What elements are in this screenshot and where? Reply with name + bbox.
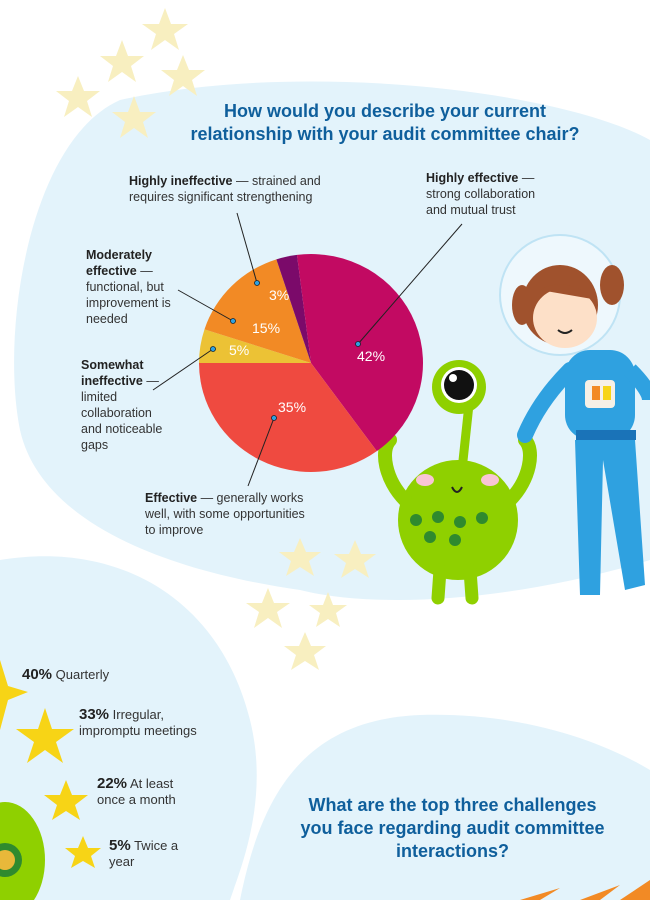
question-2-title: What are the top three challenges you fa… <box>300 795 605 861</box>
star-icon <box>65 836 101 868</box>
rocket-flame-icon <box>520 880 650 900</box>
star-icon <box>16 708 74 763</box>
planet-icon <box>0 802 45 900</box>
frequency-item: 33% Irregular, impromptu meetings <box>79 706 197 739</box>
alien-illustration <box>378 360 537 605</box>
frequency-item: 5% Twice a year <box>109 837 179 870</box>
star-icon <box>161 55 205 96</box>
star-icon <box>142 8 188 50</box>
star-icon <box>284 632 326 670</box>
star-icon <box>44 780 88 820</box>
label-effective: Effective — generally works well, with s… <box>145 491 305 537</box>
pale-stars <box>56 8 376 670</box>
star-icon <box>309 592 347 627</box>
star-icon <box>100 40 144 82</box>
star-icon <box>246 588 290 628</box>
label-highly-ineffective: Highly ineffective — strained and requir… <box>129 174 321 204</box>
yellow-stars <box>0 660 101 868</box>
star-icon <box>334 540 376 578</box>
star-icon <box>279 538 321 576</box>
question-1-title: How would you describe your current rela… <box>190 101 580 144</box>
background-blob-left <box>0 556 257 900</box>
frequency-item: 40% Quarterly <box>22 666 110 683</box>
frequency-item: 22% At least once a month <box>97 775 176 808</box>
star-icon <box>0 660 28 730</box>
star-icon <box>56 76 100 117</box>
label-somewhat-ineffective: Somewhat ineffective — limited collabora… <box>81 358 163 452</box>
star-icon <box>112 96 156 138</box>
background-blob-right <box>240 714 650 900</box>
label-highly-effective: Highly effective — strong collaboration … <box>426 171 536 217</box>
label-moderately-effective: Moderately effective — functional, but i… <box>86 248 171 326</box>
